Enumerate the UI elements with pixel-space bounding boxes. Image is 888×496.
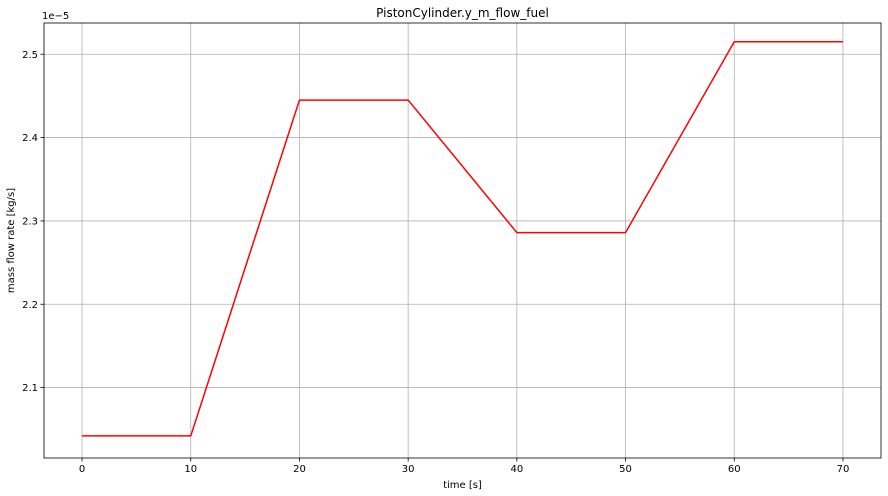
plot-frame [43,22,882,459]
y-axis-label: mass flow rate [kg/s] [6,188,17,293]
x-tick-label: 10 [184,464,197,475]
y-tick-label: 2.4 [22,133,38,144]
x-tick-label: 20 [293,464,306,475]
series-layer [82,41,843,437]
x-tick-label: 0 [79,464,85,475]
ticks: 0 10 20 30 40 50 60 70 2.1 2.2 2.3 2.4 2.5 [22,50,849,475]
y-tick-label: 2.2 [22,300,38,311]
y-tick-label: 2.1 [22,383,38,394]
x-tick-label: 70 [837,464,850,475]
x-tick-label: 40 [510,464,523,475]
x-tick-label: 50 [619,464,632,475]
grid [44,23,881,458]
x-axis-label: time [s] [443,480,482,491]
y-tick-label: 2.5 [22,50,38,61]
x-tick-label: 60 [728,464,741,475]
y-axis-offset-label: 1e−5 [42,11,69,22]
series-line [82,41,843,437]
x-tick-label: 30 [402,464,415,475]
chart-title: PistonCylinder.y_m_flow_fuel [376,6,549,20]
y-tick-label: 2.3 [22,216,38,227]
